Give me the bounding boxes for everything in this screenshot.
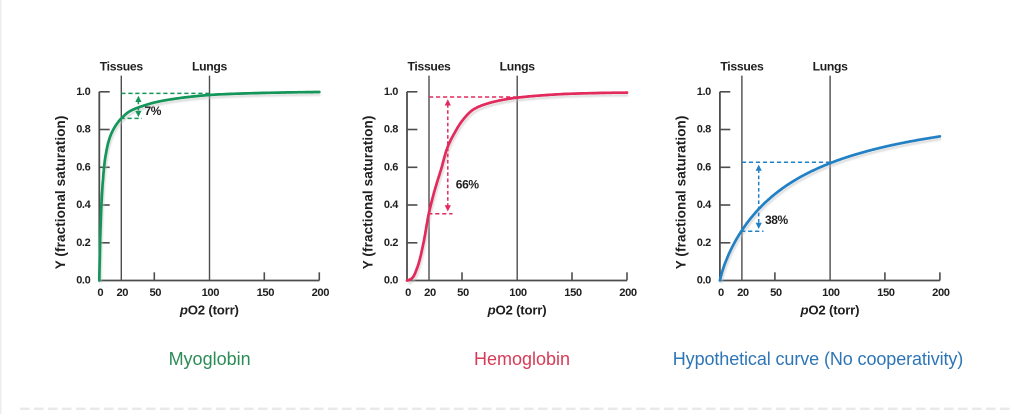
- svg-text:Lungs: Lungs: [813, 60, 849, 74]
- svg-text:200: 200: [619, 287, 637, 299]
- svg-text:0.4: 0.4: [76, 199, 91, 211]
- svg-text:0.4: 0.4: [697, 199, 712, 211]
- svg-text:0.0: 0.0: [384, 275, 398, 287]
- svg-text:1.0: 1.0: [76, 86, 90, 98]
- svg-text:150: 150: [564, 287, 582, 299]
- svg-text:Y (fractional saturation): Y (fractional saturation): [53, 116, 68, 270]
- svg-text:Hypothetical curve (No coopera: Hypothetical curve (No cooperativity): [673, 349, 963, 369]
- svg-text:0.6: 0.6: [76, 161, 90, 173]
- svg-text:7%: 7%: [145, 104, 162, 118]
- svg-text:pO2 (torr): pO2 (torr): [799, 302, 859, 317]
- svg-text:1.0: 1.0: [697, 86, 711, 98]
- svg-text:Tissues: Tissues: [100, 60, 144, 74]
- svg-text:0.0: 0.0: [697, 275, 711, 287]
- svg-text:0.8: 0.8: [697, 124, 711, 136]
- svg-text:Myoglobin: Myoglobin: [169, 349, 251, 369]
- svg-text:0.2: 0.2: [76, 237, 90, 249]
- svg-text:150: 150: [877, 287, 895, 299]
- svg-text:Lungs: Lungs: [192, 60, 228, 74]
- svg-text:20: 20: [737, 287, 749, 299]
- svg-text:0.6: 0.6: [697, 161, 711, 173]
- svg-text:0.8: 0.8: [76, 124, 90, 136]
- svg-text:Y (fractional saturation): Y (fractional saturation): [674, 116, 689, 270]
- svg-text:0: 0: [405, 287, 411, 299]
- svg-text:0.0: 0.0: [76, 275, 90, 287]
- svg-text:50: 50: [770, 287, 782, 299]
- svg-text:Hemoglobin: Hemoglobin: [474, 349, 570, 369]
- svg-text:100: 100: [202, 287, 220, 299]
- svg-text:0: 0: [97, 287, 103, 299]
- svg-text:100: 100: [822, 287, 840, 299]
- svg-text:0.6: 0.6: [384, 161, 398, 173]
- svg-text:200: 200: [312, 287, 330, 299]
- svg-text:Tissues: Tissues: [407, 60, 451, 74]
- svg-text:0.2: 0.2: [697, 237, 711, 249]
- svg-text:0.2: 0.2: [384, 237, 398, 249]
- svg-text:200: 200: [932, 287, 950, 299]
- svg-text:pO2 (torr): pO2 (torr): [487, 302, 547, 317]
- svg-text:50: 50: [457, 287, 469, 299]
- svg-text:Y (fractional saturation): Y (fractional saturation): [361, 116, 376, 270]
- svg-text:pO2 (torr): pO2 (torr): [179, 302, 239, 317]
- svg-text:20: 20: [424, 287, 436, 299]
- svg-text:38%: 38%: [765, 213, 789, 227]
- svg-text:0: 0: [718, 287, 724, 299]
- svg-text:20: 20: [116, 287, 128, 299]
- svg-text:1.0: 1.0: [384, 86, 398, 98]
- svg-text:50: 50: [149, 287, 161, 299]
- svg-text:150: 150: [257, 287, 275, 299]
- svg-text:100: 100: [509, 287, 527, 299]
- svg-text:0.8: 0.8: [384, 124, 398, 136]
- svg-text:Lungs: Lungs: [500, 60, 536, 74]
- svg-text:66%: 66%: [456, 178, 480, 192]
- svg-text:Tissues: Tissues: [720, 60, 764, 74]
- svg-text:0.4: 0.4: [384, 199, 399, 211]
